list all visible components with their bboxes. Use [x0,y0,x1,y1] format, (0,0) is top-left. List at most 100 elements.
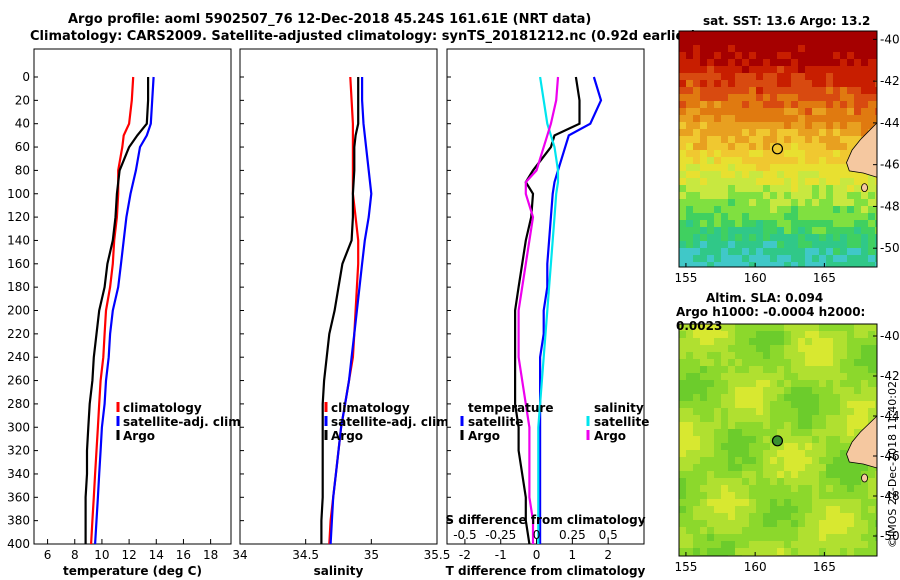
map-cell [714,45,721,52]
map-cell [763,373,770,380]
map-cell [686,38,693,45]
map-cell [868,115,875,122]
map-cell [784,185,791,192]
map-cell [777,450,784,457]
map-cell [728,192,735,199]
map-cell [833,248,840,255]
map-cell [770,136,777,143]
map-cell [861,101,868,108]
map-cell [728,45,735,52]
map-cell [798,401,805,408]
map-cell [763,387,770,394]
map-cell [875,255,877,262]
map-cell [756,499,763,506]
x-tick-label: 18 [203,548,218,562]
x-tick-label: -2 [459,548,471,562]
map-cell [875,192,877,199]
map-cell [700,366,707,373]
map-cell [826,248,833,255]
map-cell [826,80,833,87]
map-cell [707,87,714,94]
map-cell [798,387,805,394]
map-cell [714,136,721,143]
map-cell [784,87,791,94]
map-cell [840,115,847,122]
map-cell [770,94,777,101]
map-cell [791,457,798,464]
map-cell [721,506,728,513]
map-cell [847,548,854,555]
sla-map-title-line1: Altim. SLA: 0.094 [706,291,824,305]
map-cell [700,171,707,178]
map-cell [770,541,777,548]
y-tick-label: 40 [15,117,30,131]
map-cell [875,220,877,227]
map-cell [679,471,686,478]
map-cell [798,366,805,373]
map-cell [749,513,756,520]
map-cell [833,101,840,108]
map-cell [756,492,763,499]
y-tick-label: 20 [15,93,30,107]
map-cell [707,527,714,534]
map-cell [833,534,840,541]
map-cell [721,164,728,171]
map-cell [707,45,714,52]
map-cell [742,45,749,52]
map-cell [679,415,686,422]
map-cell [826,206,833,213]
legend-label: satellite [594,415,649,429]
map-cell [875,338,877,345]
map-cell [700,548,707,555]
map-cell [770,108,777,115]
map-cell [679,422,686,429]
map-cell [826,471,833,478]
map-cell [868,206,875,213]
map-cell [728,108,735,115]
map-cell [847,255,854,262]
map-cell [805,345,812,352]
map-cell [854,185,861,192]
map-cell [693,464,700,471]
map-cell [819,324,826,331]
map-cell [714,506,721,513]
map-cell [679,541,686,548]
map-cell [749,464,756,471]
map-cell [686,520,693,527]
map-cell [812,255,819,262]
map-cell [805,213,812,220]
map-cell [749,115,756,122]
map-cell [686,324,693,331]
map-cell [812,157,819,164]
map-cell [861,387,868,394]
map-cell [721,157,728,164]
map-cell [721,464,728,471]
map-cell [833,471,840,478]
map-cell [854,199,861,206]
map-cell [833,443,840,450]
map-cell [819,499,826,506]
map-cell [714,87,721,94]
x-axis-label: salinity [314,564,364,578]
lat-tick-label: -46 [880,158,900,172]
map-cell [812,66,819,73]
x-tick-label: 2 [604,548,612,562]
map-cell [686,534,693,541]
map-cell [805,492,812,499]
map-cell [714,150,721,157]
map-cell [833,234,840,241]
map-cell [840,408,847,415]
map-cell [798,94,805,101]
map-cell [707,108,714,115]
map-cell [756,122,763,129]
map-cell [679,171,686,178]
map-cell [721,129,728,136]
map-cell [686,178,693,185]
map-cell [735,101,742,108]
map-cell [784,422,791,429]
map-cell [686,45,693,52]
map-cell [868,506,875,513]
map-cell [721,471,728,478]
map-cell [875,73,877,80]
